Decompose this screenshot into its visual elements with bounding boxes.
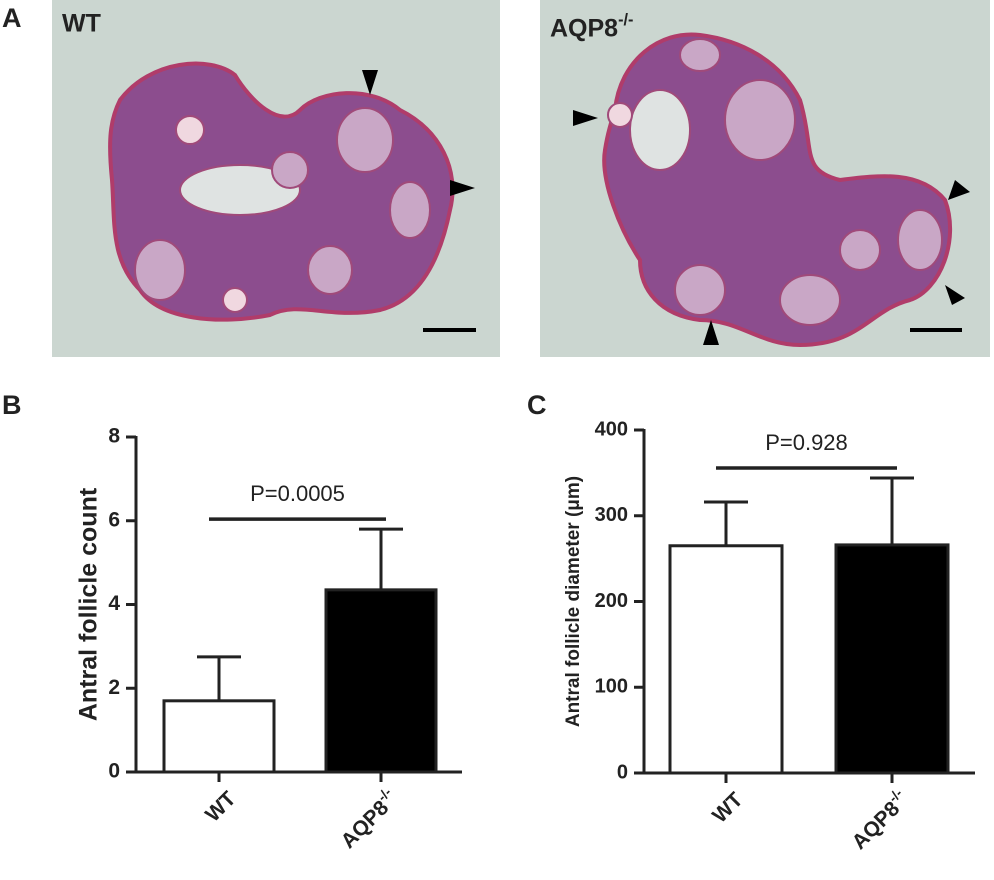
y-tick-label: 6 [108,508,120,531]
error-bar [359,527,403,590]
y-tick-label: 0 [108,760,120,783]
histology-aqp8 [540,0,990,357]
y-tick-label: 300 [595,504,628,526]
x-tick-label: AQP8-/- [845,786,913,854]
panel-label: A [2,3,22,33]
image-label: WT [62,10,101,38]
bar [162,699,276,774]
y-axis-label: Antral follicle diameter (μm) [563,476,584,727]
error-bar [870,476,914,545]
y-tick-label: 400 [595,418,628,440]
error-bar [704,500,748,546]
p-value: P=0.928 [765,430,848,455]
y-axis-label: Antral follicle count [75,487,103,721]
bar [668,544,784,775]
x-tick-label: AQP8-/- [334,785,402,853]
error-bar [197,655,241,701]
x-tick-label: WT [201,787,240,826]
y-tick-label: 4 [108,592,120,615]
panel-label: C [527,390,547,420]
bar [324,588,438,774]
bar [834,543,950,775]
y-tick-label: 0 [617,761,628,783]
y-tick-label: 100 [595,676,628,698]
y-tick-label: 8 [108,425,120,448]
y-tick-label: 200 [595,590,628,612]
histology-wt [52,0,500,357]
p-value: P=0.0005 [250,481,345,506]
panel-label: B [2,390,22,420]
y-tick-label: 2 [108,676,120,699]
x-tick-label: WT [708,788,747,827]
